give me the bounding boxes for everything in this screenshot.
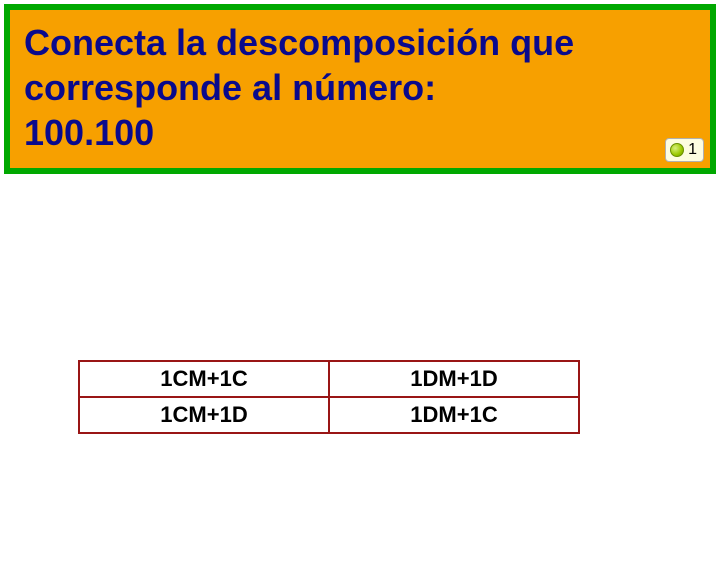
answer-option[interactable]: 1CM+1C bbox=[79, 361, 329, 397]
answer-option[interactable]: 1DM+1D bbox=[329, 361, 579, 397]
counter-value: 1 bbox=[688, 141, 697, 159]
answer-option[interactable]: 1CM+1D bbox=[79, 397, 329, 433]
table-row: 1CM+1C 1DM+1D bbox=[79, 361, 579, 397]
question-prompt-line2: corresponde al número: bbox=[24, 67, 436, 108]
question-text: Conecta la descomposición que correspond… bbox=[24, 20, 696, 155]
question-box: Conecta la descomposición que correspond… bbox=[4, 4, 716, 174]
question-number: 100.100 bbox=[24, 112, 154, 153]
answers-table: 1CM+1C 1DM+1D 1CM+1D 1DM+1C bbox=[78, 360, 580, 434]
counter-dot-icon bbox=[670, 143, 684, 157]
counter-badge: 1 bbox=[665, 138, 704, 162]
answer-option[interactable]: 1DM+1C bbox=[329, 397, 579, 433]
table-row: 1CM+1D 1DM+1C bbox=[79, 397, 579, 433]
question-prompt-line1: Conecta la descomposición que bbox=[24, 22, 574, 63]
